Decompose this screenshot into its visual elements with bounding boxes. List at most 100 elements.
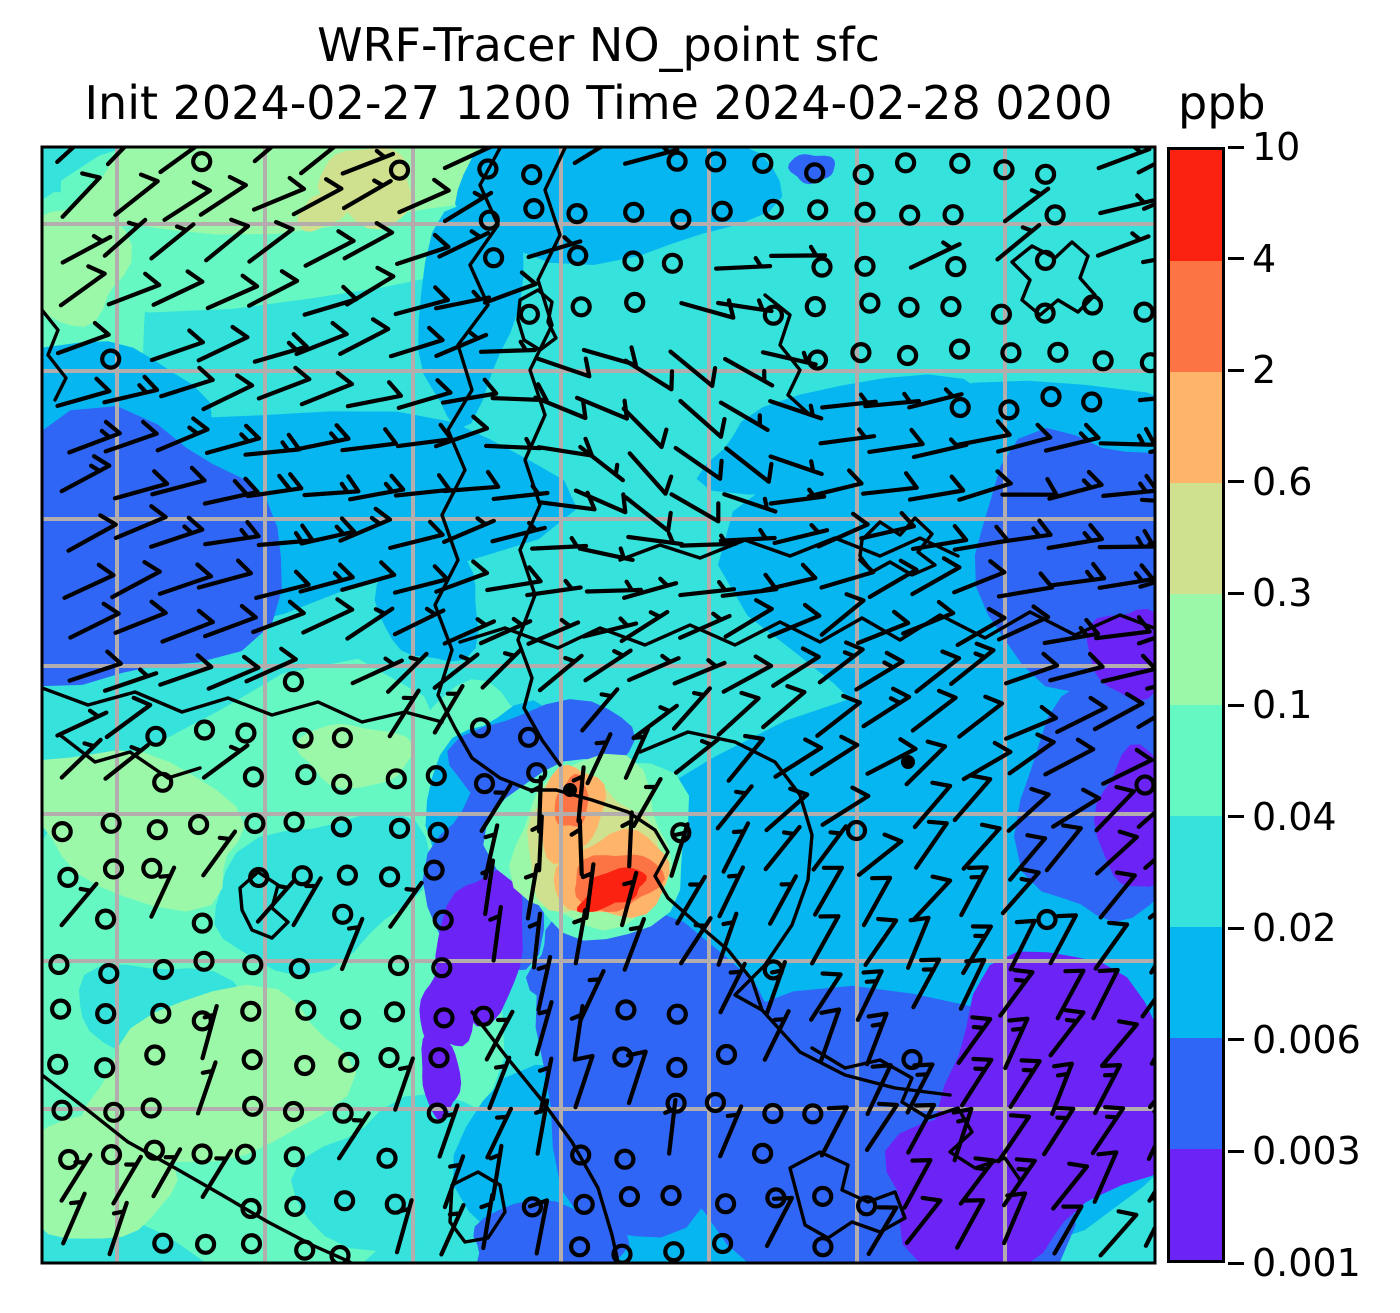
wind-barb: [854, 650, 905, 692]
calm-wind-circle: [283, 1146, 305, 1168]
wind-barb: [485, 565, 543, 593]
colorbar-unit-label: ppb: [1178, 76, 1266, 130]
wind-barb: [761, 684, 807, 730]
wind-barb: [1050, 1061, 1074, 1116]
wind-barb: [952, 773, 993, 823]
coastline: [58, 733, 202, 780]
wind-barb: [393, 473, 452, 498]
wind-barb: [572, 147, 605, 166]
wind-barb: [960, 1056, 994, 1108]
calm-wind-circle: [338, 1051, 360, 1073]
calm-wind-circle: [804, 296, 826, 318]
wind-barb: [867, 427, 925, 454]
calm-wind-circle: [284, 1195, 306, 1218]
wind-barb: [1092, 1150, 1119, 1204]
calm-wind-circle: [244, 812, 266, 835]
coastline: [788, 1150, 907, 1240]
calm-wind-circle: [1034, 163, 1057, 185]
wind-barb: [159, 365, 215, 399]
wind-barb: [537, 1056, 554, 1114]
wind-barb: [572, 1053, 595, 1110]
wind-barb: [150, 465, 207, 497]
wind-barb: [818, 427, 877, 446]
wind-barb: [623, 147, 680, 166]
wind-barb: [106, 271, 162, 307]
calm-wind-circle: [612, 1046, 634, 1068]
colorbar-tick: [1228, 1149, 1244, 1153]
colorbar-segment: [1170, 927, 1222, 1038]
calm-wind-circle: [191, 912, 213, 934]
calm-wind-circle: [388, 159, 411, 181]
wind-barb: [906, 915, 931, 970]
wind-barb: [1008, 833, 1048, 882]
wind-barb: [442, 469, 501, 494]
calm-wind-circle: [235, 722, 257, 744]
wind-barb: [160, 608, 215, 644]
wind-barb: [102, 217, 148, 258]
calm-wind-circle: [807, 199, 829, 221]
wind-barb: [162, 180, 212, 222]
wind-barb: [252, 332, 309, 364]
wind-barb: [578, 444, 625, 483]
wind-barb: [722, 492, 778, 514]
wind-barb: [55, 708, 109, 738]
wind-barb: [1136, 161, 1155, 175]
wind-barb: [60, 171, 102, 219]
calm-wind-circle: [143, 1139, 165, 1161]
wind-barb: [195, 1060, 218, 1116]
wind-barb: [626, 1049, 648, 1106]
colorbar-tick: [1228, 1261, 1244, 1265]
wind-barb: [437, 229, 491, 259]
wind-barb: [530, 536, 589, 551]
wind-barb: [955, 606, 1007, 647]
wind-barb: [55, 320, 111, 356]
calm-wind-circle: [518, 303, 541, 325]
wind-barb: [340, 148, 396, 176]
coastline: [810, 1046, 1022, 1182]
wind-barb: [530, 814, 544, 873]
calm-wind-circle: [49, 998, 72, 1020]
wind-barb: [768, 399, 824, 421]
calm-wind-circle: [714, 1193, 737, 1215]
wind-barb: [491, 483, 550, 501]
calm-wind-circle: [942, 204, 964, 226]
wind-barb: [1092, 691, 1145, 732]
wind-barb: [863, 391, 922, 409]
plot-title-line1: WRF-Tracer NO_point sfc: [317, 18, 880, 72]
wind-barb: [1051, 787, 1102, 829]
wind-barb: [763, 824, 802, 872]
calm-wind-circle: [387, 954, 410, 977]
wind-barb: [996, 604, 1051, 642]
wind-barb: [1004, 651, 1060, 686]
wind-barb: [1141, 257, 1155, 265]
wind-barb: [861, 471, 919, 496]
colorbar-tick-label: 2: [1252, 348, 1277, 393]
wind-barb: [525, 578, 583, 598]
calm-wind-circle: [623, 201, 645, 223]
colorbar-tick: [1228, 815, 1244, 819]
wind-barb: [764, 1195, 794, 1248]
calm-wind-circle: [854, 255, 876, 277]
wind-barb: [1097, 563, 1155, 590]
colorbar-tick: [1228, 591, 1244, 595]
wind-barb: [255, 879, 296, 924]
wind-barb: [771, 646, 821, 688]
calm-wind-circle: [242, 766, 264, 788]
calm-wind-circle: [428, 1047, 450, 1069]
calm-wind-circle: [103, 1101, 125, 1123]
calm-wind-circle: [193, 950, 215, 972]
wind-barb: [1094, 784, 1136, 833]
calm-wind-circle: [240, 1197, 262, 1220]
wind-barb: [768, 454, 824, 477]
calm-wind-circle: [949, 152, 971, 174]
calm-wind-circle: [802, 1103, 824, 1125]
wind-barb: [678, 611, 732, 640]
wind-barb: [434, 559, 490, 594]
wind-barb: [901, 599, 956, 636]
coastline: [638, 730, 952, 1097]
wind-barb: [533, 395, 588, 421]
calm-wind-circle: [145, 725, 167, 747]
wind-barb: [580, 862, 596, 920]
wind-barb: [1137, 396, 1155, 403]
calm-wind-circle: [670, 208, 692, 230]
